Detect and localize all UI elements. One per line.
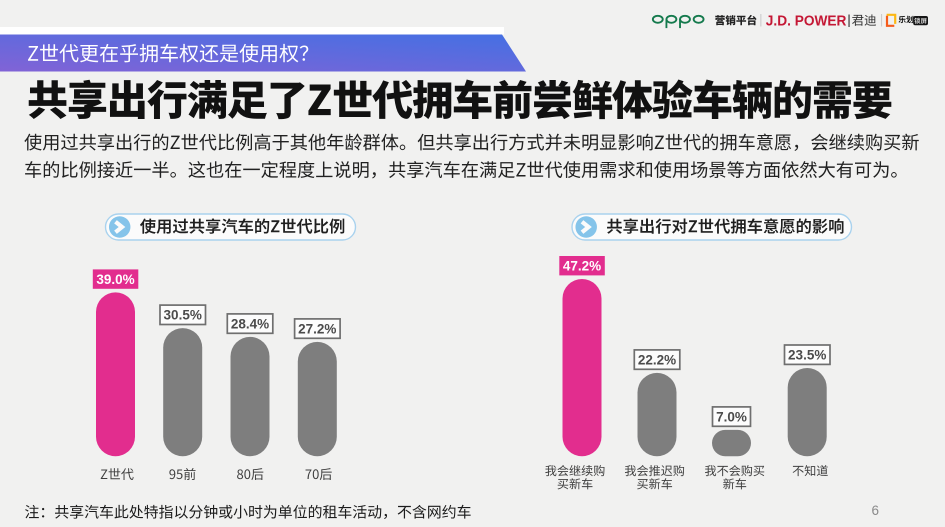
svg-text:28.4%: 28.4% xyxy=(231,316,269,331)
svg-text:47.2%: 47.2% xyxy=(563,259,601,274)
svg-text:J.D. POWER: J.D. POWER xyxy=(766,14,847,30)
svg-text:30.5%: 30.5% xyxy=(164,308,202,323)
svg-text:39.0%: 39.0% xyxy=(96,272,134,287)
svg-text:27.2%: 27.2% xyxy=(298,321,336,336)
svg-text:23.5%: 23.5% xyxy=(788,348,826,363)
svg-text:6: 6 xyxy=(872,503,880,518)
svg-text:7.0%: 7.0% xyxy=(716,409,747,424)
svg-text:22.2%: 22.2% xyxy=(638,352,676,367)
